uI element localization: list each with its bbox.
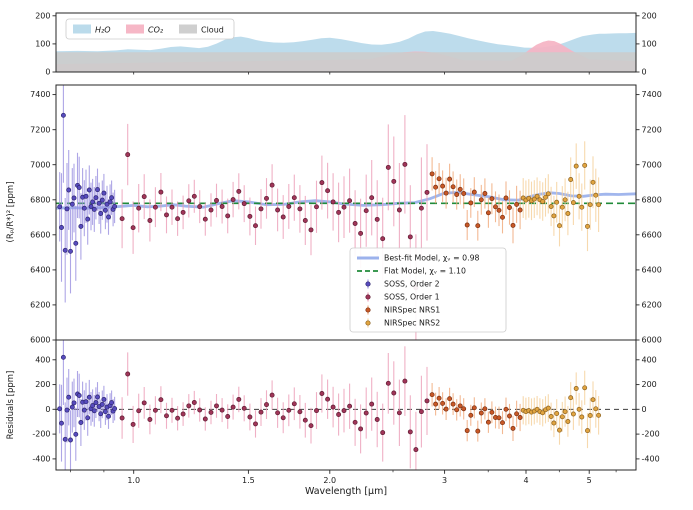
series-nirspec-nrs2 [520, 141, 602, 252]
residual-series-nirspec-nrs1 [429, 383, 523, 442]
legend-label-best-fit-model-0-98: Best-fit Model, χᵥ = 0.98 [384, 254, 480, 263]
y-tick-label-right: 6600 [642, 230, 662, 239]
panel-spectrum-series [56, 85, 636, 340]
series-nirspec-nrs1 [429, 157, 523, 244]
y-tick-label-right: 7000 [642, 160, 662, 169]
y-tick-label: 6800 [30, 195, 50, 204]
area-cloud [56, 52, 636, 72]
y-tick-label: 200 [35, 11, 50, 20]
legend-label-h-o: H₂O [95, 26, 111, 35]
y-tick-label: 6600 [30, 230, 50, 239]
y-tick-label-right: 100 [642, 40, 657, 49]
y-tick-label-right: 400 [642, 355, 657, 364]
y-tick-label-right: 200 [642, 380, 657, 389]
legend-label-nirspec-nrs1: NIRSpec NRS1 [384, 306, 440, 315]
residual-series-soss-order-1 [119, 346, 430, 470]
y-tick-label: 6000 [30, 336, 50, 345]
y-tick-label: -400 [32, 455, 50, 464]
y-tick-label: 0 [45, 405, 50, 414]
y-tick-label-right: 0 [642, 405, 647, 414]
y-tick-label-right: 200 [642, 11, 657, 20]
y-tick-label: 6200 [30, 301, 50, 310]
y-tick-label-right: 7400 [642, 90, 662, 99]
contribution-legend: H₂O CO₂ Cloud [65, 18, 235, 40]
panel-bot-frame [55, 339, 637, 471]
panel-top-frame [55, 12, 637, 73]
y-tick-label-right: 6000 [642, 336, 662, 345]
legend-label-flat-model-1-10: Flat Model, χᵥ = 1.10 [384, 267, 466, 276]
y-tick-label-right: 6200 [642, 301, 662, 310]
y-tick-label-right: 7200 [642, 125, 662, 134]
y-tick-label: 7200 [30, 125, 50, 134]
y-tick-label: 7400 [30, 90, 50, 99]
y-tick-label: 400 [35, 355, 50, 364]
residual-series-soss-order-2 [57, 340, 118, 470]
y-tick-label-right: 6800 [642, 195, 662, 204]
x-tick-label: 4 [523, 476, 528, 485]
y-tick-label: 7000 [30, 160, 50, 169]
series-soss-order-2 [57, 85, 118, 303]
y-tick-label-right: -400 [642, 455, 660, 464]
legend-label-soss-order-2: SOSS, Order 2 [384, 280, 440, 289]
y-tick-label-right: -200 [642, 430, 660, 439]
x-tick-label: 5 [587, 476, 592, 485]
y-tick-label: 0 [45, 68, 50, 77]
xaxis-label: Wavelength [μm] [305, 486, 387, 497]
x-tick-label: 3 [442, 476, 447, 485]
x-tick-label: 2.0 [323, 476, 336, 485]
y-tick-label-right: 0 [642, 68, 647, 77]
y-tick-label: 200 [35, 380, 50, 389]
y-tick-label: 6400 [30, 266, 50, 275]
y-tick-label: -200 [32, 430, 50, 439]
legend-label-co: CO₂ [148, 26, 164, 35]
y-tick-label: 100 [35, 40, 50, 49]
panel-residuals-series [56, 340, 636, 470]
panel-top-series [56, 31, 636, 72]
spectrum-ylabel: (Rₚ/R*)² [ppm] [6, 181, 16, 242]
panel-mid-frame [55, 84, 637, 341]
x-tick-label: 1.5 [242, 476, 255, 485]
legend-label-soss-order-1: SOSS, Order 1 [384, 293, 440, 302]
residual-series-nirspec-nrs2 [520, 370, 602, 449]
legend-label-nirspec-nrs2: NIRSpec NRS2 [384, 319, 440, 328]
series-soss-order-1 [119, 115, 430, 340]
spectrum-legend: Best-fit Model, χᵥ = 0.98 Flat Model, χᵥ … [349, 247, 507, 333]
x-tick-label: 1.0 [127, 476, 140, 485]
legend-label-cloud: Cloud [201, 26, 224, 35]
y-tick-label-right: 6400 [642, 266, 662, 275]
residuals-ylabel: Residuals [ppm] [6, 371, 16, 440]
